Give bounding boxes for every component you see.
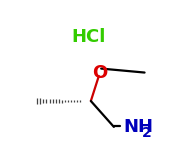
Text: HCl: HCl xyxy=(71,28,105,46)
Text: NH: NH xyxy=(123,118,153,136)
Text: 2: 2 xyxy=(142,126,152,140)
Text: O: O xyxy=(92,64,107,81)
